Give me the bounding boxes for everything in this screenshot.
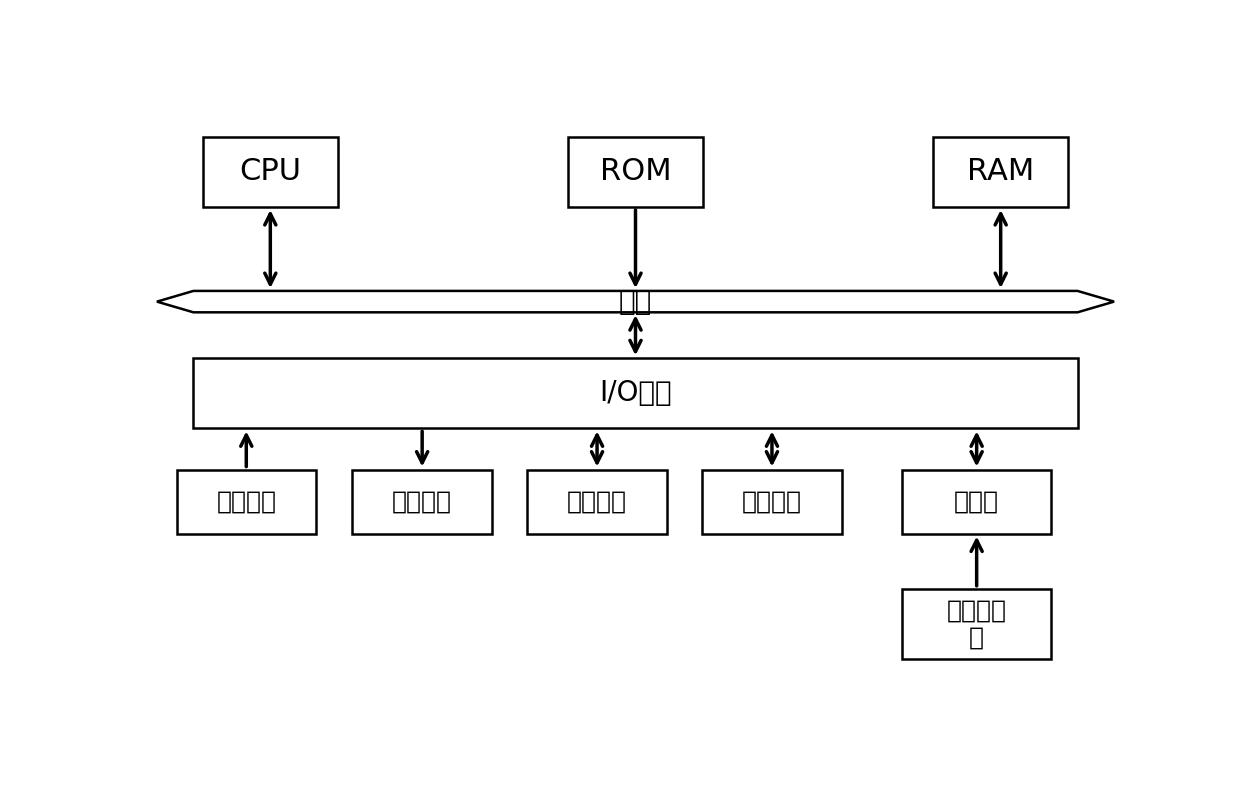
Bar	[352, 470, 492, 534]
Polygon shape	[157, 291, 1114, 312]
Bar	[176, 470, 316, 534]
Bar	[203, 137, 337, 207]
Text: ROM: ROM	[600, 157, 671, 187]
Bar	[527, 470, 667, 534]
Text: 输出部分: 输出部分	[392, 490, 453, 514]
Bar	[903, 589, 1052, 659]
Text: 可拆卸介
质: 可拆卸介 质	[946, 598, 1007, 650]
Bar	[934, 137, 1068, 207]
Text: 驱动器: 驱动器	[954, 490, 999, 514]
Text: 存储部分: 存储部分	[567, 490, 627, 514]
Text: RAM: RAM	[967, 157, 1034, 187]
Bar	[193, 358, 1078, 429]
Text: 总线: 总线	[619, 288, 652, 316]
Text: 输入部分: 输入部分	[216, 490, 277, 514]
Bar	[903, 470, 1052, 534]
Text: 通信部分: 通信部分	[742, 490, 802, 514]
Bar	[568, 137, 703, 207]
Text: CPU: CPU	[239, 157, 301, 187]
Text: I/O接口: I/O接口	[599, 380, 672, 407]
Bar	[702, 470, 842, 534]
